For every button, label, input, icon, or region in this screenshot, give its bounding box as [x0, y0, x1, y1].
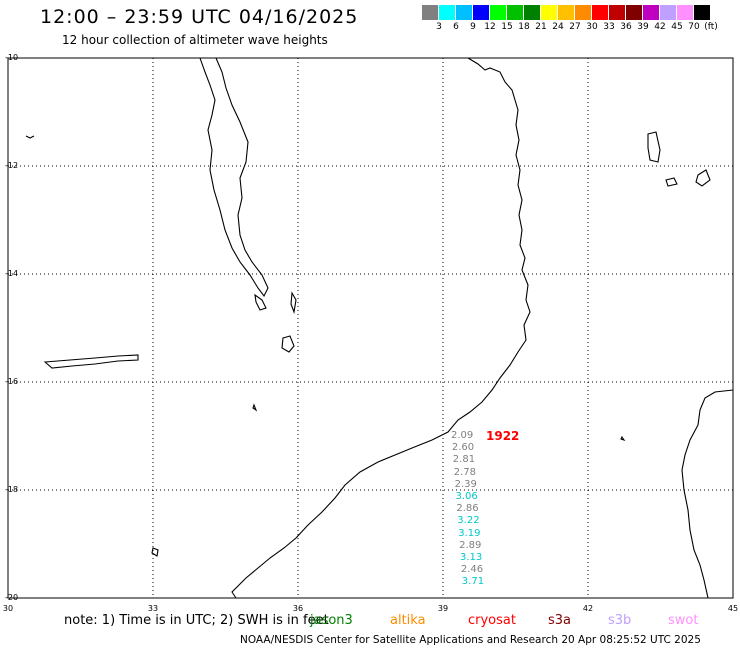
- legend-label: 21: [535, 22, 547, 32]
- mission-swot: swot: [668, 613, 699, 628]
- longitude-label: 30: [2, 604, 14, 613]
- legend-swatch: [456, 5, 473, 20]
- legend-label: 70: [688, 22, 700, 32]
- legend-label: 6: [453, 22, 459, 32]
- mission-cryosat: cryosat: [468, 613, 516, 628]
- legend-swatch: [575, 5, 592, 20]
- swh-value: 3.71: [461, 576, 485, 588]
- map-subtitle: 12 hour collection of altimeter wave hei…: [62, 33, 328, 47]
- swh-value: 3.19: [458, 527, 481, 539]
- swh-value: 2.89: [459, 539, 482, 551]
- legend-label: 36: [620, 22, 632, 32]
- legend-swatch: [490, 5, 507, 20]
- longitude-label: 42: [582, 604, 594, 613]
- swh-value: 2.46: [460, 564, 484, 576]
- legend-swatch: [558, 5, 575, 20]
- footer-source: NOAA/NESDIS Center for Satellite Applica…: [240, 634, 701, 646]
- legend-swatch: [439, 5, 456, 20]
- lake-kariba: [43, 354, 139, 369]
- legend-swatch: [643, 5, 660, 20]
- latitude-label: -20: [5, 593, 19, 602]
- legend-label: 27: [569, 22, 581, 32]
- legend-swatch: [694, 5, 711, 20]
- mission-jason3: jason3: [310, 613, 353, 628]
- comoros-island: [695, 169, 711, 187]
- small-island: [151, 547, 159, 557]
- legend-label: (ft): [704, 22, 718, 32]
- latitude-label: -10: [5, 53, 19, 62]
- legend-label: 12: [484, 22, 496, 32]
- coastlines: [25, 57, 734, 599]
- legend-swatch: [609, 5, 626, 20]
- swh-value: 2.81: [452, 454, 476, 466]
- swh-value: 2.09: [451, 430, 474, 441]
- mission-altika: altika: [390, 613, 426, 628]
- legend-label: 3: [436, 22, 442, 32]
- mission-s3b: s3b: [608, 613, 632, 628]
- longitude-label: 36: [292, 604, 304, 613]
- legend-label: 18: [518, 22, 530, 32]
- lake-island: [254, 293, 267, 311]
- legend-swatch: [507, 5, 524, 20]
- swh-value: 3.22: [457, 515, 480, 527]
- lake-chilwa: [281, 335, 295, 353]
- small-island: [252, 403, 258, 412]
- longitude-label: 45: [727, 604, 739, 613]
- legend-swatch: [541, 5, 558, 20]
- swh-value: 2.39: [454, 478, 477, 490]
- legend-label: 15: [501, 22, 513, 32]
- swh-value: 3.13: [460, 552, 483, 563]
- legend-label: 9: [470, 22, 476, 32]
- legend-swatch: [660, 5, 677, 20]
- footer-note: note: 1) Time is in UTC; 2) SWH is in fe…: [64, 613, 329, 628]
- legend-label: 24: [552, 22, 564, 32]
- legend-label: 33: [603, 22, 615, 32]
- small-island: [620, 435, 626, 442]
- legend-label: 45: [671, 22, 683, 32]
- latitude-label: -12: [5, 161, 19, 170]
- map-frame: [7, 57, 734, 599]
- swh-value: 2.60: [451, 442, 475, 454]
- madagascar-coastline: [681, 389, 734, 599]
- comoros-island: [647, 131, 661, 163]
- track-time-label: 1922: [486, 429, 520, 443]
- legend-swatch: [473, 5, 490, 20]
- latitude-label: -16: [5, 377, 19, 386]
- map-title: 12:00 – 23:59 UTC 04/16/2025: [40, 6, 359, 28]
- mission-s3a: s3a: [548, 613, 572, 628]
- lake-feature: [290, 291, 297, 315]
- legend-swatch: [677, 5, 694, 20]
- african-coastline: [231, 57, 531, 599]
- longitude-label: 39: [437, 604, 449, 613]
- swh-value: 2.86: [456, 503, 479, 515]
- wave-height-color-legend: [422, 5, 711, 20]
- small-island: [25, 135, 35, 139]
- swh-value: 3.06: [455, 491, 478, 502]
- lake-malawi-shore: [199, 57, 269, 298]
- legend-swatch: [524, 5, 541, 20]
- legend-label: 39: [637, 22, 649, 32]
- swh-value: 2.78: [453, 466, 476, 478]
- graticule: [8, 58, 733, 598]
- latitude-label: -18: [5, 485, 19, 494]
- latitude-label: -14: [5, 269, 19, 278]
- comoros-island: [665, 177, 678, 187]
- legend-label: 42: [654, 22, 666, 32]
- longitude-label: 33: [147, 604, 159, 613]
- legend-swatch: [592, 5, 609, 20]
- legend-label: 30: [586, 22, 598, 32]
- legend-swatch: [626, 5, 643, 20]
- legend-swatch: [422, 5, 439, 20]
